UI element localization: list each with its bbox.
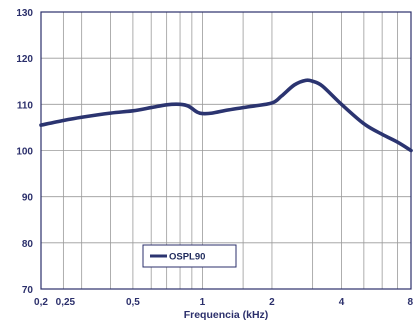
- x-tick-label: 2: [269, 297, 275, 308]
- x-tick-label: 1: [200, 297, 206, 308]
- x-tick-labels: 0,2 0,25 0,5 1 2 4 8: [34, 297, 413, 308]
- series-line: [39, 78, 413, 153]
- legend-label: OSPL90: [169, 252, 205, 263]
- y-tick-label: 70: [22, 285, 34, 296]
- x-axis-title: Frequencia (kHz): [184, 309, 269, 321]
- legend-box: [142, 244, 237, 268]
- x-tick-label: 0,25: [56, 297, 76, 308]
- legend: OSPL90: [142, 244, 237, 268]
- y-tick-label: 130: [16, 8, 33, 19]
- x-tick-label: 0,5: [126, 297, 140, 308]
- y-tick-label: 120: [16, 54, 33, 65]
- x-tick-label: 4: [339, 297, 345, 308]
- y-tick-label: 80: [22, 239, 34, 250]
- series-layer: [39, 78, 413, 153]
- y-tick-label: 110: [17, 100, 34, 111]
- x-tick-label: 0,2: [34, 297, 48, 308]
- y-tick-labels: 70 80 90 100 110 120 130: [16, 8, 33, 296]
- y-tick-label: 90: [22, 193, 34, 204]
- x-tick-label: 8: [407, 297, 413, 308]
- y-tick-label: 100: [16, 147, 33, 158]
